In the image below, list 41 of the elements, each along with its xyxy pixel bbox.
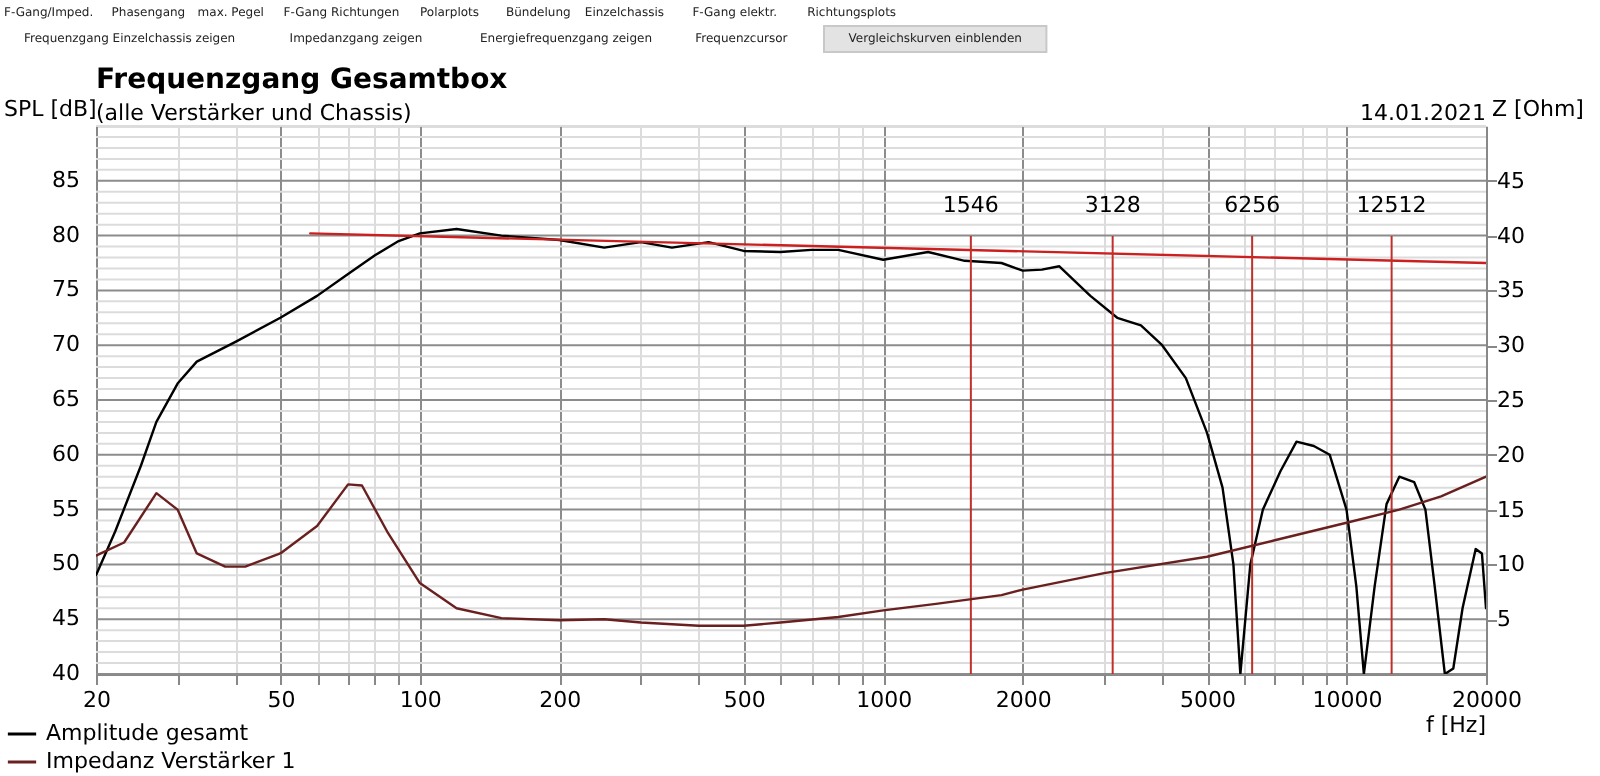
y2-tick-label: 20 [1497, 441, 1525, 468]
y-tick-label: 80 [52, 221, 80, 248]
ref-line-label: 6256 [1224, 192, 1281, 218]
chart-title: Frequenzgang Gesamtbox [96, 64, 508, 96]
y-tick-label: 70 [52, 331, 80, 358]
y-tick-label: 65 [52, 386, 80, 412]
y-tick-label: 55 [52, 495, 80, 522]
x-tick-label: 1000 [856, 687, 913, 713]
x-tick-label: 500 [723, 687, 766, 713]
x-tick-label: 2000 [995, 687, 1052, 713]
legend-label: Amplitude gesamt [46, 720, 250, 746]
y2-tick-label: 15 [1497, 496, 1525, 523]
y2-tick-label: 45 [1497, 167, 1525, 194]
y-tick-label: 50 [52, 550, 80, 577]
y-tick-label: 40 [52, 660, 80, 686]
ref-line-label: 3128 [1084, 192, 1141, 218]
y2-tick-label: 35 [1497, 277, 1525, 304]
y2-tick-label: 30 [1497, 332, 1525, 359]
chart-subtitle: (alle Verstärker und Chassis) [96, 100, 412, 126]
x-tick-label: 200 [539, 687, 582, 713]
y-tick-label: 45 [52, 605, 80, 632]
y2-axis-title: Z [Ohm] [1492, 96, 1584, 122]
x-tick-label: 100 [399, 687, 442, 713]
y2-tick-label: 10 [1497, 551, 1525, 578]
x-tick-label: 20000 [1452, 687, 1522, 713]
x-tick-label: 10000 [1312, 687, 1383, 713]
y-axis-title: SPL [dB] [4, 96, 97, 122]
annotation: 14.01.2021 [1360, 100, 1486, 126]
y-tick-label: 75 [52, 276, 80, 303]
y2-tick-label: 5 [1497, 606, 1511, 633]
legend-label: Impedanz Verstärker 1 [46, 748, 296, 774]
x-tick-label: 50 [267, 687, 296, 713]
x-axis-title: f [Hz] [1426, 712, 1486, 738]
x-tick-label: 5000 [1180, 687, 1237, 713]
y-tick-label: 60 [52, 440, 80, 467]
y-tick-label: 85 [52, 166, 80, 193]
y2-tick-label: 40 [1497, 222, 1525, 249]
ref-line-label: 12512 [1356, 192, 1427, 218]
ref-line-label: 1546 [942, 192, 999, 218]
y2-tick-label: 25 [1497, 387, 1525, 413]
x-tick-label: 20 [83, 687, 111, 713]
